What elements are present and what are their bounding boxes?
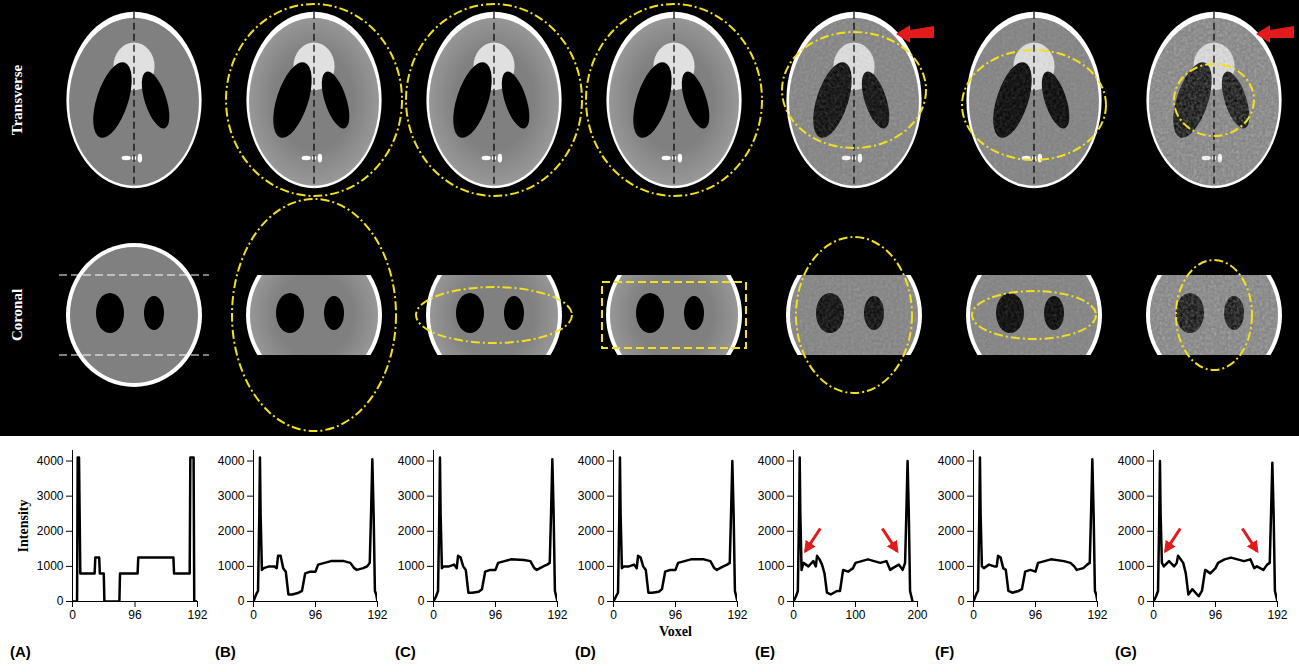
html-text:(B): (B) — [215, 643, 236, 660]
svg-text:96: 96 — [309, 608, 323, 622]
svg-text:2000: 2000 — [1118, 524, 1145, 538]
html-text:(F): (F) — [935, 643, 955, 660]
svg-text:0: 0 — [430, 608, 437, 622]
svg-text:1000: 1000 — [1118, 559, 1145, 573]
html-text:(E): (E) — [755, 643, 775, 660]
svg-text:192: 192 — [187, 608, 207, 622]
svg-text:3000: 3000 — [758, 489, 785, 503]
svg-text:96: 96 — [1209, 608, 1223, 622]
svg-text:2000: 2000 — [758, 524, 785, 538]
svg-text:3000: 3000 — [938, 489, 965, 503]
svg-text:2000: 2000 — [578, 524, 605, 538]
html-text:(A): (A) — [10, 643, 31, 660]
svg-text:0: 0 — [610, 608, 617, 622]
svg-text:192: 192 — [1267, 608, 1287, 622]
svg-text:0: 0 — [418, 594, 425, 608]
svg-text:0: 0 — [1150, 608, 1157, 622]
svg-text:2000: 2000 — [37, 524, 64, 538]
svg-text:4000: 4000 — [938, 454, 965, 468]
svg-text:0: 0 — [69, 608, 76, 622]
svg-text:4000: 4000 — [218, 454, 245, 468]
svg-text:0: 0 — [57, 594, 64, 608]
svg-text:0: 0 — [238, 594, 245, 608]
svg-text:96: 96 — [489, 608, 503, 622]
svg-text:3000: 3000 — [37, 489, 64, 503]
svg-text:4000: 4000 — [37, 454, 64, 468]
html-text:(C): (C) — [395, 643, 416, 660]
svg-text:96: 96 — [128, 608, 142, 622]
html-text:(G): (G) — [1115, 643, 1137, 660]
svg-text:4000: 4000 — [398, 454, 425, 468]
svg-text:1000: 1000 — [578, 559, 605, 573]
svg-text:2000: 2000 — [938, 524, 965, 538]
svg-text:96: 96 — [1029, 608, 1043, 622]
svg-text:0: 0 — [250, 608, 257, 622]
svg-text:2000: 2000 — [398, 524, 425, 538]
svg-text:2000: 2000 — [218, 524, 245, 538]
svg-text:3000: 3000 — [1118, 489, 1145, 503]
svg-text:Coronal: Coronal — [9, 289, 25, 341]
svg-text:192: 192 — [367, 608, 387, 622]
svg-text:3000: 3000 — [218, 489, 245, 503]
svg-text:100: 100 — [845, 608, 865, 622]
svg-text:0: 0 — [778, 594, 785, 608]
svg-text:192: 192 — [1087, 608, 1107, 622]
svg-text:4000: 4000 — [758, 454, 785, 468]
svg-text:0: 0 — [790, 608, 797, 622]
svg-text:96: 96 — [669, 608, 683, 622]
svg-text:1000: 1000 — [938, 559, 965, 573]
svg-text:Voxel: Voxel — [659, 624, 692, 639]
svg-text:1000: 1000 — [398, 559, 425, 573]
svg-text:3000: 3000 — [398, 489, 425, 503]
svg-text:1000: 1000 — [758, 559, 785, 573]
svg-text:200: 200 — [907, 608, 927, 622]
svg-text:4000: 4000 — [578, 454, 605, 468]
svg-text:Intensity: Intensity — [16, 500, 31, 553]
html-text:(D): (D) — [575, 643, 596, 660]
svg-text:1000: 1000 — [218, 559, 245, 573]
svg-text:0: 0 — [970, 608, 977, 622]
svg-text:0: 0 — [958, 594, 965, 608]
svg-text:Transverse: Transverse — [9, 64, 25, 135]
svg-text:1000: 1000 — [37, 559, 64, 573]
svg-text:3000: 3000 — [578, 489, 605, 503]
svg-text:192: 192 — [727, 608, 747, 622]
svg-text:0: 0 — [598, 594, 605, 608]
svg-text:192: 192 — [547, 608, 567, 622]
svg-text:0: 0 — [1138, 594, 1145, 608]
svg-text:4000: 4000 — [1118, 454, 1145, 468]
